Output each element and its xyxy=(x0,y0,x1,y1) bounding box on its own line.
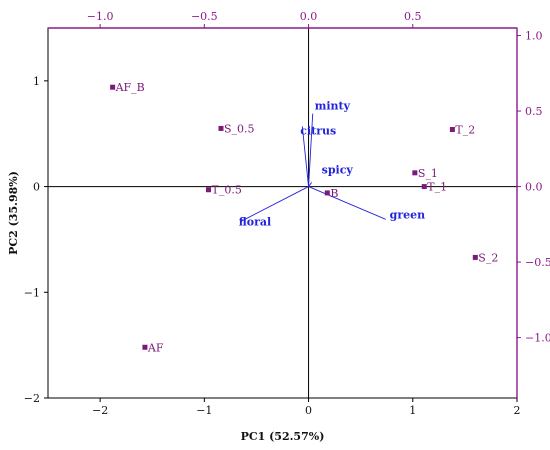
loading-vector-floral xyxy=(240,186,309,222)
loading-vector-green xyxy=(308,186,386,220)
x-tick-label: −2 xyxy=(92,404,108,417)
score-point-S_1 xyxy=(412,170,418,176)
loadings-layer: minty citrus spicy floral green xyxy=(239,100,425,229)
score-point-AF_B xyxy=(110,84,116,90)
score-label-AF_B: AF_B xyxy=(115,81,145,94)
loading-label-green: green xyxy=(390,208,425,221)
score-point-T_0.5 xyxy=(206,187,212,193)
score-point-S_0.5 xyxy=(218,125,224,131)
top-tick-label: −1.0 xyxy=(87,10,114,23)
right-tick-label: 0.0 xyxy=(525,181,543,194)
score-label-T_0.5: T_0.5 xyxy=(212,184,242,197)
y-tick-label: 0 xyxy=(33,181,40,194)
score-point-B xyxy=(324,190,330,196)
scores-layer: AF_B S_0.5 T_2 S_1T_1 T_0.5 B S_2 AF xyxy=(110,81,498,354)
y-tick-label: −1 xyxy=(24,286,40,299)
score-label-T_2: T_2 xyxy=(455,123,475,136)
loading-vector-spicy xyxy=(308,182,313,187)
right-tick-label: −0.5 xyxy=(525,256,550,269)
loading-label-floral: floral xyxy=(239,215,271,228)
top-tick-label: 0.0 xyxy=(300,10,318,23)
x-tick-label: 0 xyxy=(305,404,312,417)
x-tick-label: 2 xyxy=(514,404,521,417)
loading-vector-citrus xyxy=(301,126,310,187)
x-axis-title: PC1 (52.57%) xyxy=(241,430,325,443)
top-tick-label: −0.5 xyxy=(191,10,218,23)
score-label-T_1: T_1 xyxy=(427,181,447,194)
score-label-AF: AF xyxy=(147,341,164,354)
loading-label-citrus: citrus xyxy=(300,124,336,137)
axes-layer: −2 −1 0 1 2 −2 −1 0 1 −1.0 −0.5 0.0 0.5 −1.0 −0.5 0.0 0.… xyxy=(24,10,550,417)
score-label-S_0.5: S_0.5 xyxy=(224,122,255,135)
y-tick-label: 1 xyxy=(33,75,40,88)
y-tick-label: −2 xyxy=(24,392,40,405)
score-label-S_2: S_2 xyxy=(478,251,498,264)
zero-lines xyxy=(48,28,517,398)
score-label-B: B xyxy=(330,187,338,200)
score-point-AF xyxy=(142,344,148,350)
score-point-T_2 xyxy=(449,126,455,132)
top-tick-label: 0.5 xyxy=(404,10,422,23)
score-point-S_2 xyxy=(472,254,478,260)
right-tick-label: 1.0 xyxy=(525,30,543,43)
loading-vector-minty xyxy=(308,113,314,187)
score-label-S_1: S_1 xyxy=(418,167,438,180)
right-tick-label: 0.5 xyxy=(525,105,543,118)
loading-label-minty: minty xyxy=(315,100,351,113)
y-axis-title: PC2 (35.98%) xyxy=(7,171,20,255)
right-tick-label: −1.0 xyxy=(525,332,550,345)
x-tick-label: 1 xyxy=(409,404,416,417)
loading-label-spicy: spicy xyxy=(322,163,354,176)
score-point-T_1 xyxy=(421,184,427,190)
x-tick-label: −1 xyxy=(196,404,212,417)
